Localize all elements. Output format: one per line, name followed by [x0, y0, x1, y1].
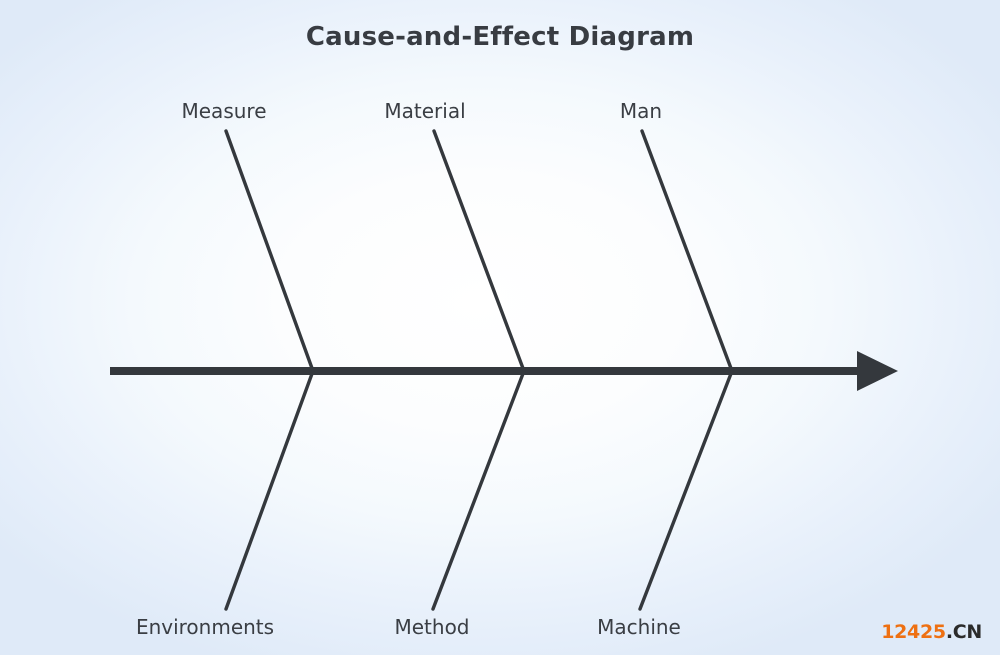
watermark: 12425.CN [881, 621, 982, 643]
bone-line-machine [638, 369, 734, 611]
bone-label-machine: Machine [597, 615, 681, 639]
watermark-tld: CN [952, 621, 983, 643]
page-title: Cause-and-Effect Diagram [305, 22, 695, 52]
spine-arrowhead [857, 351, 898, 391]
watermark-dot: . [945, 621, 953, 643]
bone-line-man [640, 129, 734, 373]
bone-label-environments: Environments [135, 615, 275, 639]
bone-label-man: Man [619, 99, 663, 123]
bone-line-material [432, 129, 526, 373]
bone-label-material: Material [384, 99, 466, 123]
watermark-number: 12425 [881, 621, 946, 643]
bone-label-method: Method [394, 615, 470, 639]
bone-line-method [431, 369, 526, 611]
bone-line-environments [224, 369, 315, 611]
bone-label-measure: Measure [181, 99, 267, 123]
bone-line-measure [224, 129, 315, 373]
